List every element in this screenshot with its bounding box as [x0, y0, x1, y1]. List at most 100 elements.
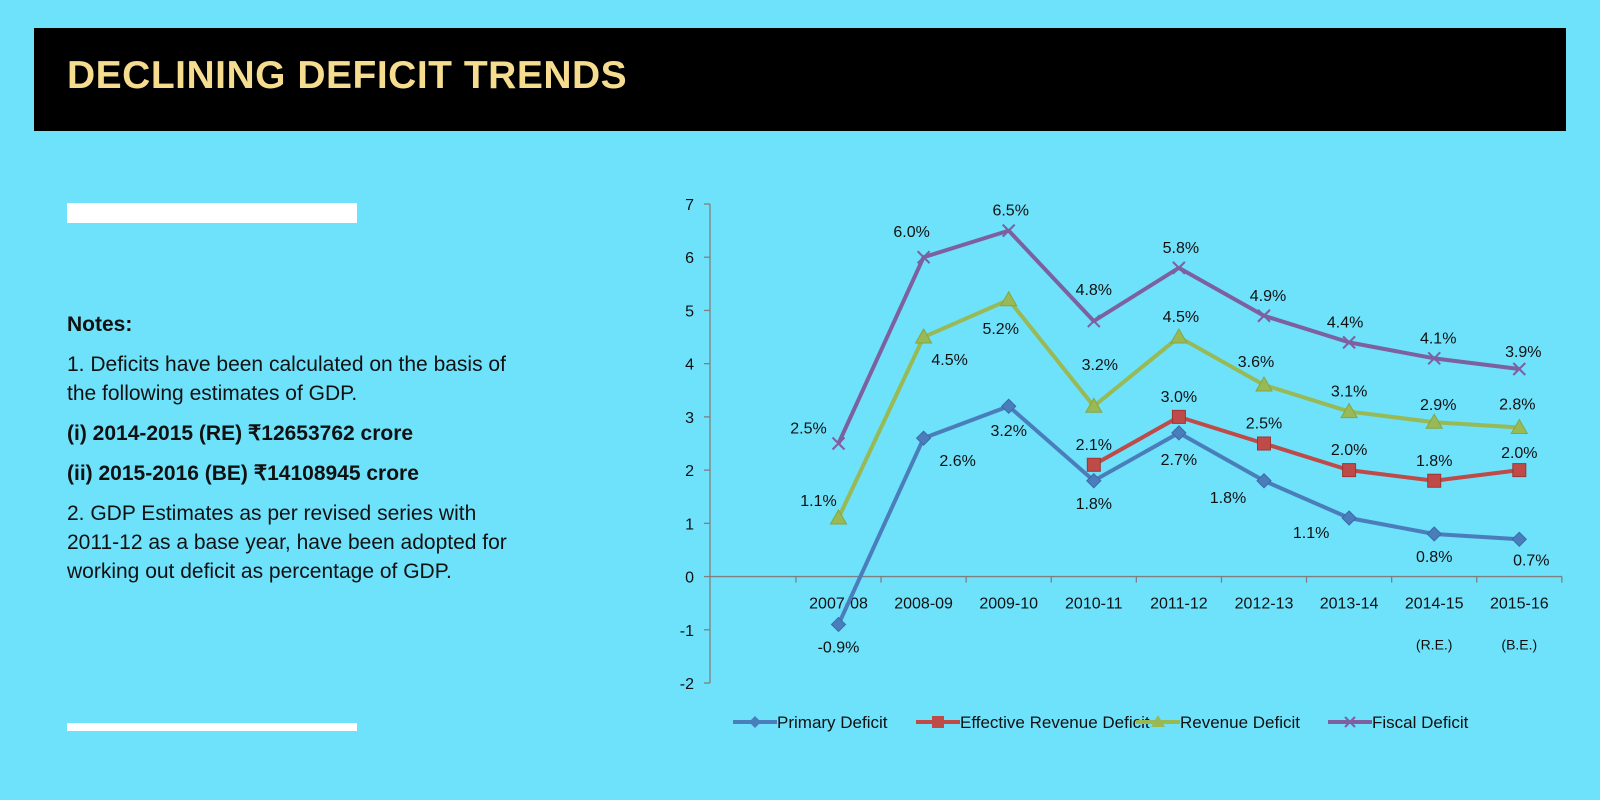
data-point — [1170, 328, 1188, 344]
data-label: 2.8% — [1499, 397, 1535, 414]
data-point — [1512, 463, 1527, 478]
data-label: 6.0% — [893, 224, 929, 241]
data-point — [1512, 362, 1527, 376]
data-label: 4.5% — [1163, 309, 1199, 326]
x-tick-label: 2014-15 — [1405, 596, 1464, 613]
data-point — [1426, 526, 1442, 542]
legend-label: Primary Deficit — [777, 713, 888, 732]
data-point — [1342, 335, 1356, 350]
title-bar: DECLINING DEFICIT TRENDS — [34, 28, 1566, 131]
data-point — [1000, 398, 1017, 414]
data-label: 3.2% — [990, 423, 1026, 440]
x-tick-label: 2010-11 — [1065, 596, 1123, 613]
data-label: 6.5% — [992, 203, 1028, 220]
x-tick-label: 2011-12 — [1150, 596, 1208, 613]
data-label: 2.0% — [1331, 442, 1367, 459]
data-point — [1171, 425, 1187, 441]
data-label: 2.1% — [1076, 437, 1112, 454]
data-point — [1341, 510, 1357, 526]
data-label: 2.0% — [1501, 445, 1537, 462]
data-point — [1427, 473, 1442, 488]
data-point — [1171, 409, 1186, 424]
data-point — [1257, 309, 1271, 323]
data-point — [1257, 436, 1271, 451]
note-2: 2. GDP Estimates as per revised series w… — [67, 502, 507, 583]
y-tick-label: 4 — [685, 357, 694, 374]
data-label: 1.1% — [800, 493, 836, 510]
legend-item: Revenue Deficit — [1136, 713, 1300, 732]
data-point — [1256, 473, 1272, 489]
x-tick-sublabel: (R.E.) — [1416, 637, 1453, 653]
data-label: 4.9% — [1250, 288, 1286, 305]
series-line — [1092, 414, 1520, 483]
data-point — [914, 328, 933, 344]
y-tick-label: -2 — [680, 676, 694, 693]
data-label: 0.7% — [1513, 552, 1549, 569]
note-1: 1. Deficits have been calculated on the … — [67, 353, 506, 405]
x-tick-label: 2007-08 — [809, 596, 868, 613]
x-tick-label: 2009-10 — [979, 596, 1038, 613]
data-point — [1425, 413, 1444, 429]
x-tick-label: 2013-14 — [1320, 596, 1379, 613]
legend-item: Fiscal Deficit — [1328, 713, 1469, 732]
x-tick-label: 2008-09 — [894, 596, 953, 613]
data-label: 3.2% — [1082, 357, 1118, 374]
data-label: 2.9% — [1420, 397, 1456, 414]
data-point — [1511, 531, 1528, 548]
data-point — [1084, 397, 1103, 413]
data-label: 3.0% — [1161, 389, 1197, 406]
data-label: 3.9% — [1505, 344, 1541, 361]
data-label: 4.4% — [1327, 314, 1363, 331]
note-gdp-2015-16: (ii) 2015-2016 (BE) ₹14108945 crore — [67, 462, 419, 485]
data-label: 3.6% — [1238, 354, 1274, 371]
y-tick-label: 1 — [685, 516, 694, 533]
data-label: 0.8% — [1416, 549, 1452, 566]
note-gdp-2014-15: (i) 2014-2015 (RE) ₹12653762 crore — [67, 422, 414, 445]
y-tick-label: 5 — [685, 303, 694, 320]
y-tick-label: 6 — [685, 250, 694, 267]
legend-label: Revenue Deficit — [1180, 713, 1300, 732]
series-primary-deficit — [830, 398, 1528, 633]
data-label: 4.8% — [1076, 282, 1112, 299]
data-label: 4.5% — [931, 352, 967, 369]
legend-marker — [932, 716, 944, 728]
data-point — [1340, 402, 1358, 419]
legend-marker — [1344, 716, 1356, 728]
data-point — [1510, 418, 1529, 435]
data-point — [1086, 457, 1101, 472]
data-label: 1.1% — [1293, 525, 1329, 542]
decorative-bar-top — [67, 203, 357, 223]
data-label: 2.7% — [1161, 452, 1197, 469]
legend-label: Fiscal Deficit — [1372, 713, 1469, 732]
data-label: -0.9% — [818, 639, 860, 656]
x-tick-label: 2015-16 — [1490, 596, 1549, 613]
y-tick-label: -1 — [680, 623, 694, 640]
data-point — [1086, 473, 1102, 489]
notes-panel: Notes: 1. Deficits have been calculated … — [67, 310, 517, 597]
series-fiscal-deficit — [831, 223, 1527, 451]
data-point — [1342, 463, 1357, 478]
data-point — [830, 616, 847, 633]
legend-label: Effective Revenue Deficit — [960, 713, 1150, 732]
y-tick-label: 7 — [685, 197, 694, 214]
data-point — [1255, 375, 1273, 392]
data-point — [831, 436, 846, 451]
series-effective-revenue-deficit — [1086, 409, 1527, 488]
series-revenue-deficit — [829, 290, 1529, 525]
legend-marker — [749, 716, 761, 728]
decorative-bar-bottom — [67, 723, 357, 731]
data-point — [915, 430, 932, 446]
data-label: 5.2% — [982, 321, 1018, 338]
y-tick-label: 3 — [685, 410, 694, 427]
data-point — [916, 250, 931, 264]
data-point — [1087, 314, 1101, 328]
y-tick-label: 2 — [685, 463, 694, 480]
page-title: DECLINING DEFICIT TRENDS — [67, 54, 628, 97]
data-label: 5.8% — [1163, 240, 1199, 257]
data-point — [1001, 223, 1016, 238]
y-tick-label: 0 — [685, 570, 694, 587]
data-label: 4.1% — [1420, 330, 1456, 347]
data-point — [829, 509, 848, 525]
data-label: 1.8% — [1076, 496, 1112, 513]
